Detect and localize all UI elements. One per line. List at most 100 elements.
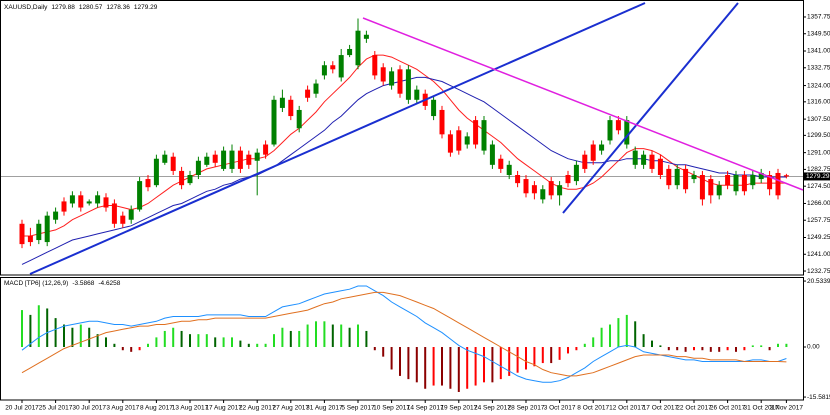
- histogram-bar: [768, 347, 771, 351]
- histogram-bar: [340, 324, 343, 348]
- candle-body: [607, 120, 613, 141]
- candle-body: [716, 185, 722, 196]
- candle-body: [464, 136, 470, 145]
- macd-panel-frame: [0, 277, 804, 401]
- candle-body: [750, 175, 756, 186]
- candle-body: [95, 195, 101, 204]
- histogram-bar: [693, 347, 695, 351]
- candle-body: [78, 195, 84, 208]
- y-tick-label: 1274.50: [807, 183, 830, 190]
- candle-body: [36, 223, 42, 241]
- candle-body: [254, 152, 260, 161]
- trend-lines: [29, 2, 804, 275]
- candle-body: [758, 172, 764, 180]
- candle-body: [523, 179, 529, 194]
- histogram-bar: [583, 343, 586, 348]
- ohlc-value: 1279.88: [51, 4, 75, 11]
- histogram-bar: [407, 347, 410, 380]
- histogram-bar: [785, 343, 788, 348]
- x-tick-label: 31 Oct 2017: [743, 405, 779, 412]
- candle-body: [221, 150, 227, 169]
- candle-body: [103, 197, 109, 208]
- histogram-bar: [239, 340, 242, 348]
- histogram-bar: [247, 343, 250, 348]
- indicator-value: -4.6258: [98, 280, 120, 287]
- overlay: XAUUSD,Daily 1279.88 1280.57 1278.36 1279.29…: [4, 4, 830, 287]
- histogram-bar: [432, 347, 435, 386]
- y-tick-label: 1232.75: [807, 268, 830, 275]
- candle-body: [674, 168, 680, 186]
- candle-body: [170, 156, 176, 171]
- candle-body: [725, 175, 731, 186]
- y-tick-label: 1316.00: [807, 99, 830, 106]
- histogram-bar: [197, 334, 200, 348]
- histogram-bar: [441, 347, 443, 386]
- candle-body: [229, 150, 235, 169]
- candle-body: [321, 65, 327, 76]
- x-tick-label: 17 Oct 2017: [643, 405, 679, 412]
- histogram-bar: [667, 347, 670, 351]
- histogram-bar: [222, 337, 225, 348]
- candle-body: [128, 209, 134, 220]
- y-tick-label: 0.00: [807, 344, 820, 351]
- indicator-line: [21, 291, 787, 377]
- candle-body: [708, 179, 714, 196]
- candle-body: [279, 97, 285, 108]
- trend-line: [29, 2, 646, 275]
- histogram-bar: [415, 347, 418, 383]
- histogram-bar: [348, 327, 351, 348]
- x-tick-label: 28 Sep 2017: [508, 405, 545, 412]
- candle-body: [179, 170, 185, 186]
- candle-body: [573, 164, 579, 182]
- candle-body: [405, 69, 411, 100]
- candle-body: [431, 99, 437, 117]
- candle-body: [271, 99, 277, 145]
- candle-body: [153, 158, 159, 186]
- y-tick-label: 1357.75: [807, 14, 830, 21]
- histogram-bar: [323, 321, 326, 348]
- candle-body: [237, 150, 243, 169]
- y-tick-label: 1291.00: [807, 149, 830, 156]
- histogram-bar: [634, 321, 637, 348]
- candle-body: [632, 150, 638, 165]
- histogram-bar: [642, 334, 645, 348]
- x-tick-label: 22 Aug 2017: [239, 405, 276, 412]
- candle-body: [27, 235, 33, 243]
- histogram-bar: [751, 345, 754, 348]
- candle-body: [137, 181, 143, 210]
- candle-body: [641, 154, 647, 165]
- x-tick-label: 14 Sep 2017: [407, 405, 444, 412]
- candle-body: [565, 175, 571, 184]
- candle-body: [355, 30, 361, 66]
- histogram-bar: [483, 347, 485, 383]
- candle-body: [783, 175, 789, 177]
- x-tick-label: 31 Aug 2017: [306, 405, 343, 412]
- candle-body: [548, 181, 554, 196]
- x-tick-label: 3 Nov 2017: [770, 405, 804, 412]
- candle-body: [733, 175, 739, 192]
- candle-body: [44, 215, 50, 243]
- histogram-bar: [457, 347, 460, 392]
- candle-body: [683, 168, 689, 190]
- y-tick-label: 20.5339: [807, 278, 830, 285]
- histogram-bar: [88, 327, 91, 348]
- x-tick-label: 27 Aug 2017: [273, 405, 310, 412]
- histogram-bar: [180, 330, 183, 348]
- histogram-bar: [718, 347, 721, 352]
- histogram-bar: [424, 347, 427, 389]
- price-label-box: [804, 172, 830, 181]
- histogram-bar: [466, 347, 469, 389]
- histogram-bar: [651, 340, 653, 348]
- x-tick-label: 10 Sep 2017: [373, 405, 410, 412]
- histogram-bar: [163, 330, 166, 348]
- indicator-line: [22, 54, 787, 237]
- candle-body: [187, 175, 193, 184]
- histogram-bar: [71, 327, 74, 348]
- y-tick-label: 1257.75: [807, 217, 830, 224]
- histogram-bar: [231, 337, 233, 348]
- x-tick-label: 12 Oct 2017: [609, 405, 645, 412]
- x-tick-label: 24 Sep 2017: [474, 405, 511, 412]
- candle-body: [515, 175, 521, 184]
- candle-body: [767, 175, 773, 190]
